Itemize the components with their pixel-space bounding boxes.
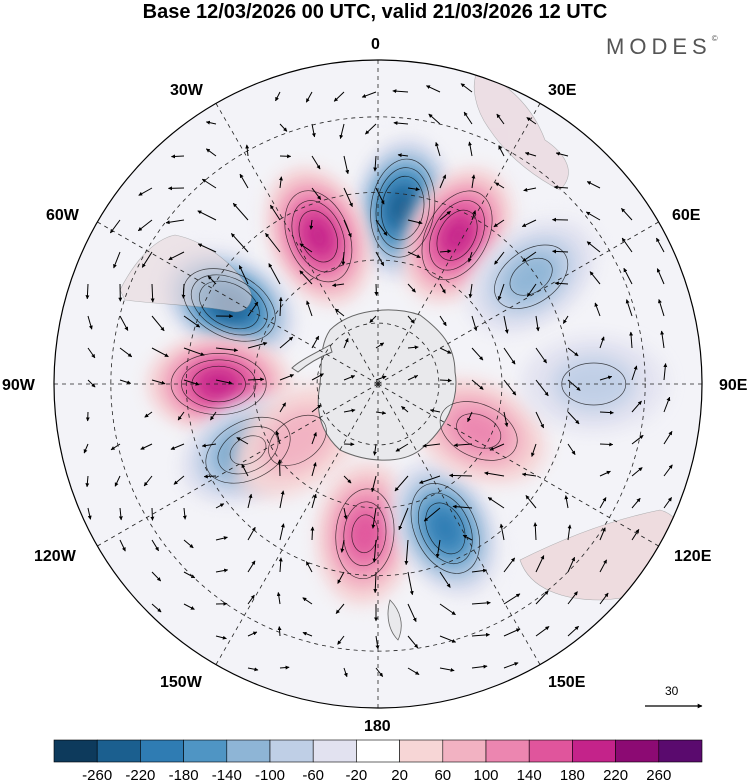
lon-label-30e: 30E xyxy=(548,82,576,100)
colorbar-swatch xyxy=(529,740,572,762)
colorbar-swatch xyxy=(616,740,659,762)
wind-vector xyxy=(440,380,451,381)
colorbar-tick-label: -260 xyxy=(82,767,112,784)
reference-vector-label: 30 xyxy=(665,684,678,698)
colorbar-tick-label: 140 xyxy=(517,767,542,784)
lon-label-120e: 120E xyxy=(674,548,711,566)
colorbar-tick-label: -60 xyxy=(302,767,324,784)
wind-vector xyxy=(449,475,472,476)
colorbar-swatch xyxy=(400,740,443,762)
colorbar-swatch xyxy=(270,740,313,762)
wind-vector xyxy=(279,460,280,476)
colorbar-swatch xyxy=(54,740,97,762)
colorbar-tick-label: -140 xyxy=(212,767,242,784)
lon-label-150e: 150E xyxy=(548,674,585,692)
colorbar xyxy=(54,740,702,762)
colorbar-swatch xyxy=(443,740,486,762)
wind-vector xyxy=(312,527,313,540)
wind-vector xyxy=(183,284,184,298)
lon-label-90e: 90E xyxy=(719,377,747,395)
wind-vector xyxy=(171,156,184,157)
lon-label-150w: 150W xyxy=(160,674,202,692)
wind-vector xyxy=(152,508,153,520)
colorbar-swatch xyxy=(486,740,529,762)
wind-vector xyxy=(552,251,568,252)
colorbar-tick-label: 180 xyxy=(560,767,585,784)
colorbar-tick-label: -220 xyxy=(125,767,155,784)
colorbar-tick-label: 260 xyxy=(646,767,671,784)
lon-label-0: 0 xyxy=(371,36,380,54)
colorbar-swatch xyxy=(140,740,183,762)
colorbar-swatch xyxy=(97,740,140,762)
colorbar-swatch xyxy=(356,740,399,762)
colorbar-swatch xyxy=(572,740,615,762)
lon-label-120w: 120W xyxy=(34,548,76,566)
colorbar-tick-label: 20 xyxy=(391,767,408,784)
lon-label-180: 180 xyxy=(364,718,391,736)
colorbar-swatch xyxy=(313,740,356,762)
lon-label-30w: 30W xyxy=(170,82,203,100)
lon-label-90w: 90W xyxy=(2,377,35,395)
lon-label-60w: 60W xyxy=(46,207,79,225)
colorbar-tick-label: -100 xyxy=(255,767,285,784)
anomaly-layer xyxy=(196,368,241,400)
colorbar-tick-label: -180 xyxy=(169,767,199,784)
wind-vector xyxy=(600,444,613,445)
colorbar-swatch xyxy=(227,740,270,762)
colorbar-tick-label: -20 xyxy=(346,767,368,784)
colorbar-swatch xyxy=(184,740,227,762)
colorbar-swatch xyxy=(659,740,702,762)
colorbar-tick-label: 220 xyxy=(603,767,628,784)
colorbar-tick-label: 100 xyxy=(473,767,498,784)
lon-label-60e: 60E xyxy=(672,207,700,225)
colorbar-tick-label: 60 xyxy=(434,767,451,784)
